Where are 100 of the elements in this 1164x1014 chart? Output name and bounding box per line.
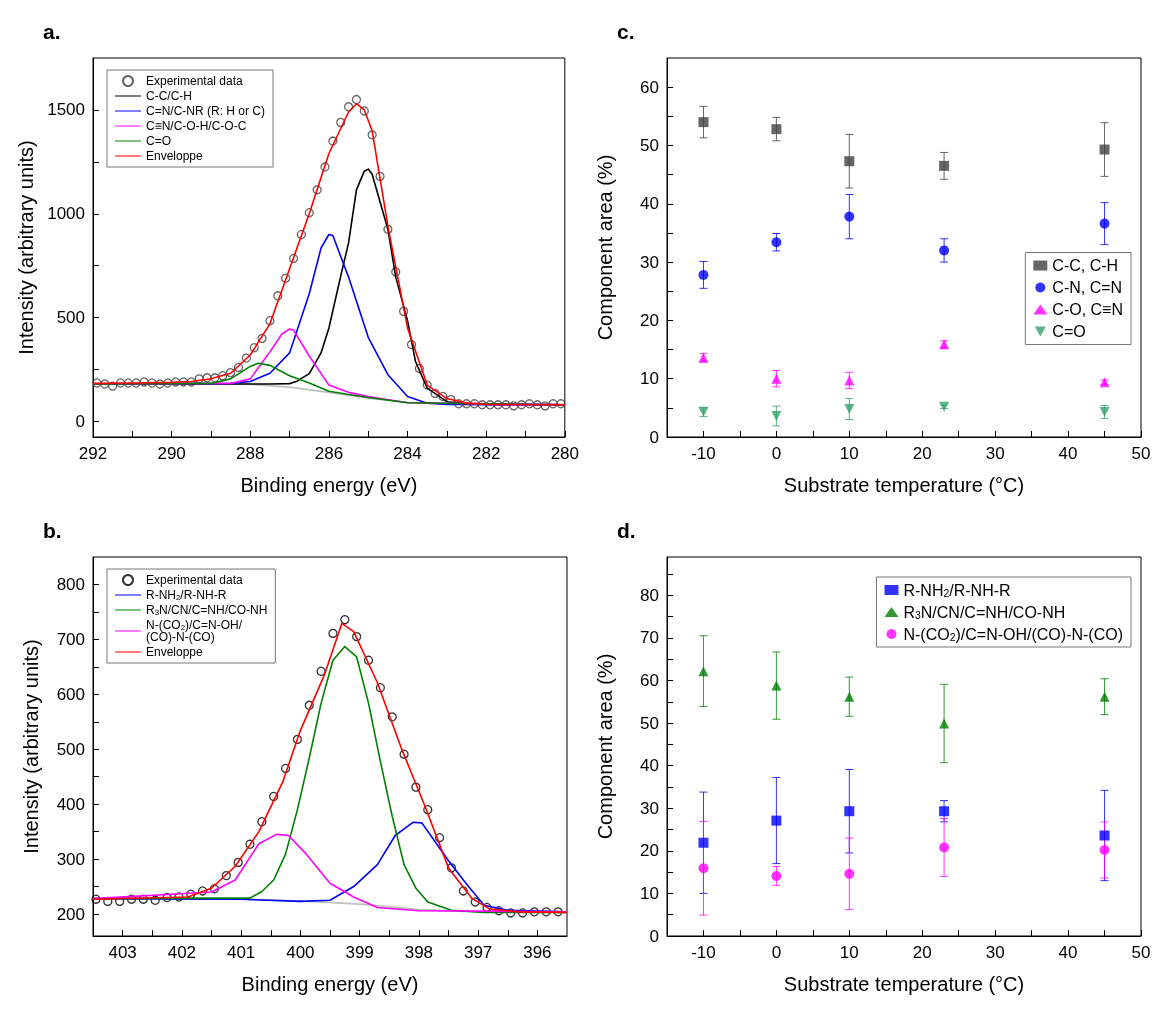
point [163,378,173,388]
x-tick-label: 403 [108,943,137,962]
x-tick-label: 20 [912,943,932,962]
y-axis-title: Component area (%) [594,653,616,840]
y-tick-label: 700 [56,629,85,649]
point [296,229,307,240]
point [162,892,172,903]
point [312,185,322,195]
legend-label: C≡N/C-O-H/C-O-C [146,119,247,133]
chart-title: d. [617,519,636,542]
point [771,411,782,422]
point [336,117,346,128]
point [225,367,236,378]
point [92,378,102,388]
x-tick-label: -10 [691,444,716,463]
point [202,373,212,383]
point [844,806,855,817]
x-tick-label: -10 [691,943,716,962]
point [292,734,303,745]
x-tick-label: 286 [314,444,344,463]
y-tick-label: 20 [640,310,659,330]
x-tick-label: 402 [167,943,197,962]
point [422,380,432,390]
x-axis-title: Binding energy (eV) [241,973,419,995]
point [470,897,480,907]
x-tick-label: 280 [550,444,580,463]
point [194,374,204,384]
y-tick-label: 0 [649,926,659,946]
point [414,363,424,374]
point [150,895,160,905]
point [245,839,255,849]
x-tick-label: 288 [236,444,265,463]
point [91,894,101,904]
point [541,907,551,917]
legend-label: C-O, C≡N [1052,301,1124,319]
point [698,269,709,280]
point [147,378,157,388]
point [458,886,468,896]
point [548,399,558,409]
point [939,245,950,256]
point [844,156,855,167]
point [170,377,181,387]
point [359,106,369,116]
point [241,353,251,363]
y-tick-label: 10 [640,883,659,903]
point [178,377,189,387]
x-tick-label: 282 [471,444,501,463]
point [265,316,275,326]
y-tick-label: 500 [56,739,85,759]
point [221,870,231,881]
point [1099,844,1110,855]
x-tick-label: 40 [1058,943,1078,962]
point [771,870,782,881]
x-tick-label: 10 [839,444,859,463]
point [115,378,126,388]
legend-label: Enveloppe [146,149,204,163]
x-tick-label: 20 [912,444,932,463]
y-tick-label: 60 [640,77,659,97]
point [288,253,299,264]
x-axis-title: Substrate temperature (°C) [783,474,1025,496]
legend-label: C=O [146,134,172,148]
point [771,680,782,691]
point [174,892,184,902]
point [423,805,433,815]
y-tick-label: 30 [640,252,659,272]
point [411,782,421,792]
point [939,718,950,729]
y-axis-title: Intensity (arbitrary units) [15,140,38,355]
point [485,400,495,410]
point [383,224,393,234]
point [280,763,291,774]
point [1099,691,1110,702]
y-tick-label: 30 [640,798,659,818]
y-tick-label: 50 [640,713,659,733]
point [186,889,196,899]
point [1099,218,1110,229]
point [844,375,855,386]
y-tick-label: 200 [56,904,85,924]
point [340,614,350,625]
x-tick-label: 292 [78,444,108,463]
point [155,379,165,389]
legend-label: C-C, C-H [1052,257,1119,275]
point [398,306,409,317]
point [375,683,386,693]
y-axis-title: Component area (%) [594,154,616,341]
legend-label: Experimental data [146,74,244,88]
point [771,815,782,826]
x-tick-label: 40 [1058,444,1078,463]
x-tick-label: 290 [157,444,186,463]
point [517,908,528,918]
x-tick-label: 30 [985,444,1005,463]
point [233,857,243,868]
point [126,894,137,904]
point [391,267,401,277]
point [233,362,244,373]
y-tick-label: 80 [640,585,659,605]
y-tick-label: 40 [640,756,659,776]
y-tick-label: 50 [640,135,659,155]
y-tick-label: 0 [75,411,85,431]
point [438,391,448,402]
